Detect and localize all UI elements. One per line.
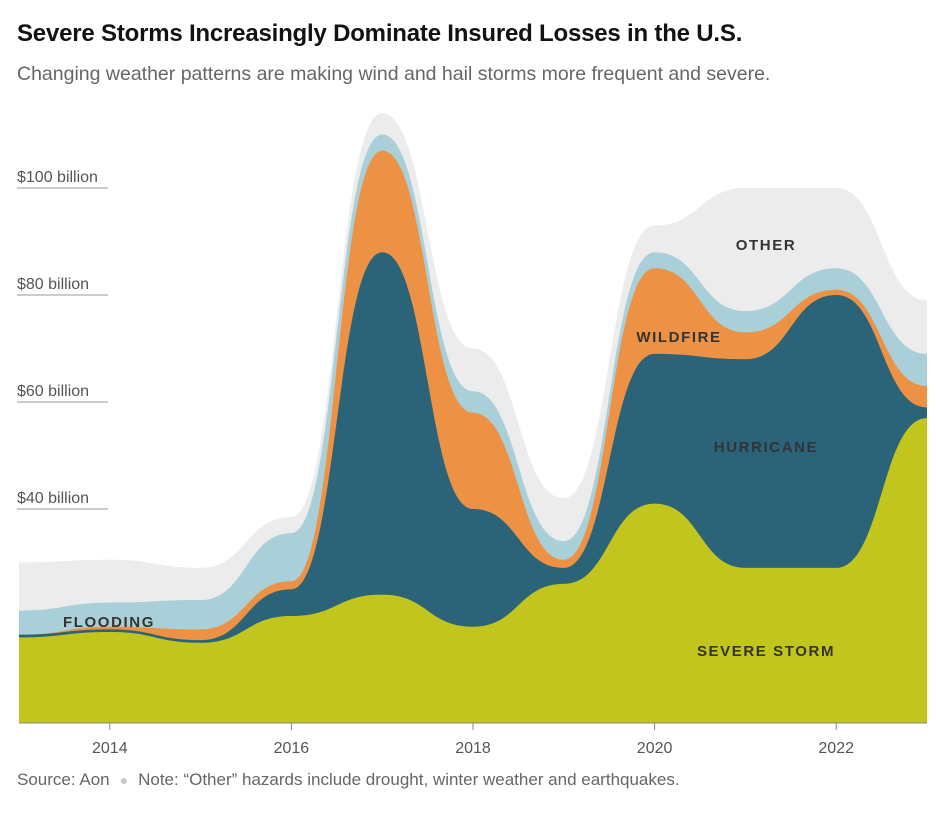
series-label-other: OTHER	[736, 237, 797, 254]
chart-title: Severe Storms Increasingly Dominate Insu…	[17, 20, 743, 47]
source-note: Source: Aon	[17, 770, 110, 789]
chart-subtitle: Changing weather patterns are making win…	[17, 63, 771, 85]
x-tick-label: 2020	[637, 740, 673, 757]
y-tick-label: $80 billion	[17, 276, 89, 293]
x-tick-label: 2018	[455, 740, 491, 757]
x-tick-label: 2016	[274, 740, 310, 757]
series-label-severe-storm: SEVERE STORM	[697, 643, 835, 660]
x-tick-label: 2014	[92, 740, 128, 757]
footnote: Note: “Other” hazards include drought, w…	[138, 770, 680, 789]
y-tick-label: $100 billion	[17, 169, 98, 186]
y-tick-label: $40 billion	[17, 490, 89, 507]
y-tick-label: $60 billion	[17, 383, 89, 400]
x-tick-label: 2022	[818, 740, 854, 757]
series-label-hurricane: HURRICANE	[714, 439, 818, 456]
footer: Source: Aon ● Note: “Other” hazards includ…	[17, 770, 680, 790]
separator-dot: ●	[119, 772, 129, 788]
series-area-severe-storm	[19, 418, 927, 723]
series-label-wildfire: WILDFIRE	[636, 329, 721, 346]
series-label-flooding: FLOODING	[63, 614, 155, 631]
